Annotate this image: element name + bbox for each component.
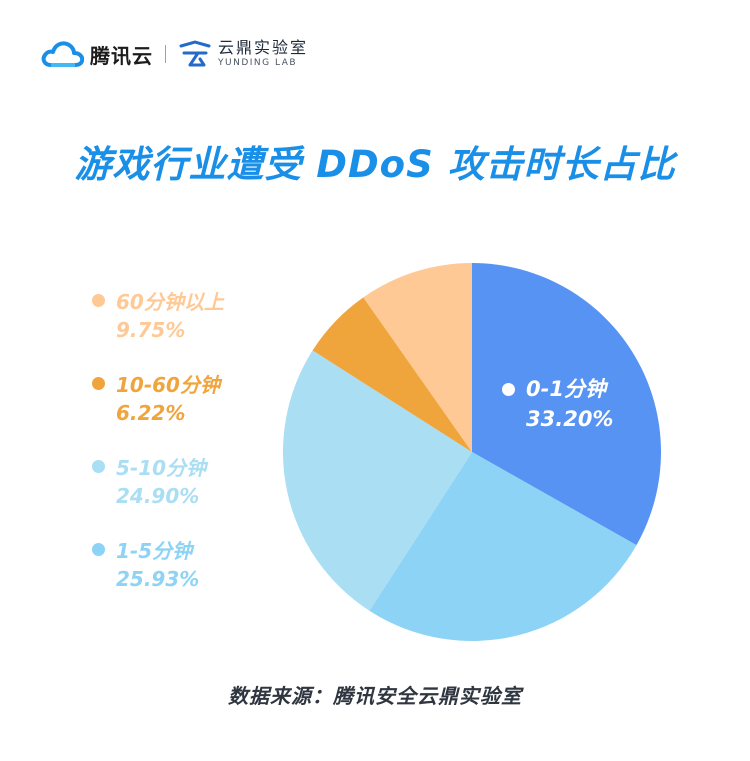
legend-value: 24.90% xyxy=(116,484,200,508)
pie-label-dot xyxy=(502,383,515,396)
brand-name: 腾讯云 xyxy=(90,43,153,68)
chart-title: 游戏行业遭受 DDoS 攻击时长占比 xyxy=(74,143,676,186)
pie-slice-label: 0-1分钟 xyxy=(526,377,606,401)
legend-value: 25.93% xyxy=(116,567,200,591)
pie-slice-3 xyxy=(312,297,472,452)
legend-label: 60分钟以上 xyxy=(116,290,224,314)
pie-chart xyxy=(282,263,661,642)
yunding-lab-icon xyxy=(179,40,211,67)
cloud-logo-icon xyxy=(41,41,84,67)
header: 腾讯云 云鼎实验室 YUNDING LAB xyxy=(40,34,308,74)
legend-label: 1-5分钟 xyxy=(116,539,193,563)
pie-slice-0 xyxy=(472,263,661,546)
data-source: 数据来源：腾讯安全云鼎实验室 xyxy=(228,684,522,708)
legend-dot xyxy=(92,294,105,307)
tencent-cloud-logo: 腾讯云 xyxy=(40,38,153,70)
lab-name-cn: 云鼎实验室 xyxy=(218,38,309,57)
legend-label: 10-60分钟 xyxy=(116,373,220,397)
lab-name-en: YUNDING LAB xyxy=(218,58,298,68)
pie-slice-4 xyxy=(363,263,472,452)
yunding-lab-logo: 云鼎实验室 YUNDING LAB xyxy=(178,40,308,68)
header-divider xyxy=(165,45,166,63)
legend-dot xyxy=(92,543,105,556)
legend-dot xyxy=(92,460,105,473)
pie-slice-2 xyxy=(282,350,472,611)
legend-label: 5-10分钟 xyxy=(116,456,207,480)
pie-slice-1 xyxy=(369,452,637,642)
legend-value: 6.22% xyxy=(116,401,186,425)
legend-value: 9.75% xyxy=(116,318,186,342)
legend-dot xyxy=(92,377,105,390)
pie-slice-value: 33.20% xyxy=(526,407,614,431)
